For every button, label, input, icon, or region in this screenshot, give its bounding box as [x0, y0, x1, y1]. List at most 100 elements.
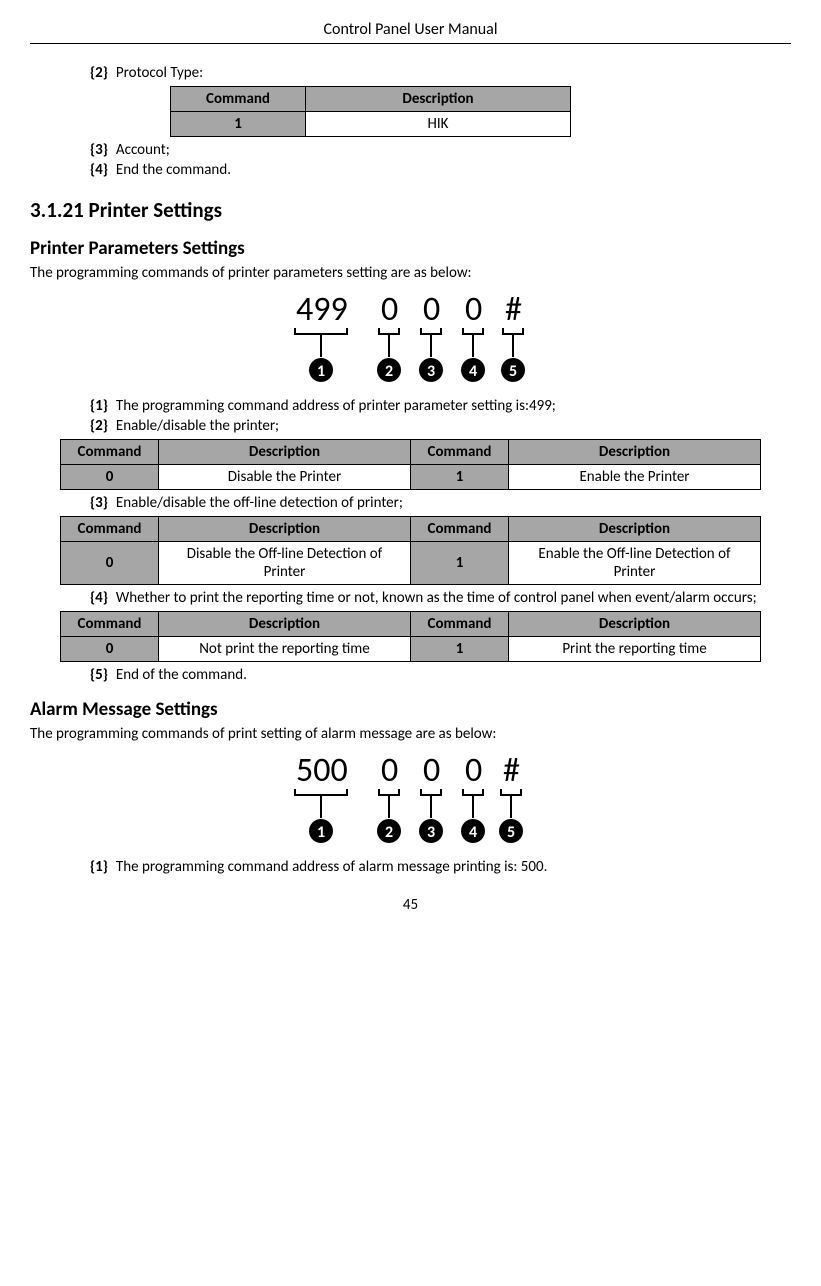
table-cell: Not print the reporting time [159, 637, 411, 662]
diagram-marker: 2 [384, 362, 392, 381]
diagram-segment: # [503, 753, 520, 791]
param-number: {2} [90, 64, 108, 82]
param-item: {1} The programming command address of a… [90, 858, 791, 876]
table-cell: HIK [306, 112, 571, 137]
page-container: Control Panel User Manual {2} Protocol T… [0, 0, 821, 934]
after-protocol-items: {3} Account; {4} End the command. [90, 141, 791, 179]
param-text: Protocol Type: [116, 64, 791, 82]
table-row: 1 HIK [171, 112, 571, 137]
param-text: The programming command address of alarm… [116, 858, 791, 876]
table-cell: 0 [61, 637, 159, 662]
diagram-segment: 500 [296, 753, 348, 791]
diagram-segment: 0 [423, 753, 440, 791]
param-number: {3} [90, 141, 108, 159]
diagram-marker: 5 [508, 362, 516, 381]
table-header: Description [306, 87, 571, 112]
param-number: {4} [90, 161, 108, 179]
table-cell: 0 [61, 542, 159, 585]
section-heading: 3.1.21 Printer Settings [30, 197, 791, 223]
diagram-segment: # [505, 292, 522, 330]
table-cell: Enable the Printer [509, 465, 761, 490]
table-header: Command [61, 440, 159, 465]
param-item: {2} Enable/disable the printer; [90, 417, 791, 435]
printer-items-1-2: {1} The programming command address of p… [90, 397, 791, 435]
param-item: {5} End of the command. [90, 666, 791, 684]
param-number: {5} [90, 666, 108, 684]
table-header: Description [159, 517, 411, 542]
intro-text: The programming commands of printer para… [30, 264, 791, 282]
table-header: Description [159, 440, 411, 465]
param-text: Account; [116, 141, 791, 159]
page-number: 45 [30, 896, 791, 914]
diagram-marker: 5 [506, 823, 514, 842]
param-number: {4} [90, 589, 108, 607]
table-cell: Print the reporting time [509, 637, 761, 662]
table-cell: Enable the Off-line Detection of Printer [509, 542, 761, 585]
param-number: {2} [90, 417, 108, 435]
intro-text: The programming commands of print settin… [30, 725, 791, 743]
subsection-heading: Printer Parameters Settings [30, 237, 791, 260]
param-text: End of the command. [116, 666, 791, 684]
reporting-time-table: Command Description Command Description … [60, 611, 761, 662]
table-header: Command [411, 612, 509, 637]
param-text: Whether to print the reporting time or n… [116, 589, 791, 607]
table-header: Command [411, 440, 509, 465]
param-item: {3} Account; [90, 141, 791, 159]
table-header: Command [411, 517, 509, 542]
table-cell: Disable the Printer [159, 465, 411, 490]
diagram-marker: 4 [468, 823, 476, 842]
param-item: {1} The programming command address of p… [90, 397, 791, 415]
command-diagram-499: 499 0 0 0 # 1 2 3 4 [30, 292, 791, 387]
table-cell: 1 [411, 542, 509, 585]
diagram-segment: 0 [381, 292, 398, 330]
param-text: Enable/disable the off-line detection of… [116, 494, 791, 512]
diagram-segment: 0 [465, 753, 482, 791]
table-row: 0 Not print the reporting time 1 Print t… [61, 637, 761, 662]
table-header: Command [61, 517, 159, 542]
table-header: Description [159, 612, 411, 637]
printer-item-4: {4} Whether to print the reporting time … [90, 589, 791, 607]
param-item: {3} Enable/disable the off-line detectio… [90, 494, 791, 512]
enable-disable-printer-table: Command Description Command Description … [60, 439, 761, 490]
table-cell: 0 [61, 465, 159, 490]
diagram-marker: 4 [468, 362, 476, 381]
table-header: Command [61, 612, 159, 637]
param-number: {1} [90, 397, 108, 415]
diagram-segment: 0 [381, 753, 398, 791]
param-text: End the command. [116, 161, 791, 179]
param-item: {4} End the command. [90, 161, 791, 179]
alarm-item-1: {1} The programming command address of a… [90, 858, 791, 876]
diagram-marker: 2 [384, 823, 392, 842]
subsection-heading: Alarm Message Settings [30, 698, 791, 721]
diagram-svg: 500 0 0 0 # 1 2 3 4 5 [271, 753, 551, 848]
table-row: 0 Disable the Off-line Detection of Prin… [61, 542, 761, 585]
param-text: The programming command address of print… [116, 397, 791, 415]
diagram-marker: 3 [426, 362, 434, 381]
diagram-marker: 1 [316, 823, 324, 842]
table-header: Command [171, 87, 306, 112]
table-cell: 1 [411, 465, 509, 490]
param-number: {3} [90, 494, 108, 512]
offline-detection-table: Command Description Command Description … [60, 516, 761, 585]
protocol-type-block: {2} Protocol Type: [90, 64, 791, 82]
diagram-segment: 0 [465, 292, 482, 330]
table-header: Description [509, 440, 761, 465]
diagram-segment: 499 [296, 292, 348, 330]
printer-item-5: {5} End of the command. [90, 666, 791, 684]
protocol-type-table: Command Description 1 HIK [170, 86, 571, 137]
command-diagram-500: 500 0 0 0 # 1 2 3 4 5 [30, 753, 791, 848]
table-cell: 1 [171, 112, 306, 137]
table-row: 0 Disable the Printer 1 Enable the Print… [61, 465, 761, 490]
table-header: Description [509, 612, 761, 637]
diagram-segment: 0 [423, 292, 440, 330]
diagram-svg: 499 0 0 0 # 1 2 3 4 [271, 292, 551, 387]
table-cell: Disable the Off-line Detection of Printe… [159, 542, 411, 585]
document-header: Control Panel User Manual [30, 20, 791, 44]
diagram-marker: 3 [426, 823, 434, 842]
param-text: Enable/disable the printer; [116, 417, 791, 435]
param-item: {2} Protocol Type: [90, 64, 791, 82]
param-item: {4} Whether to print the reporting time … [90, 589, 791, 607]
diagram-marker: 1 [316, 362, 324, 381]
printer-item-3: {3} Enable/disable the off-line detectio… [90, 494, 791, 512]
table-cell: 1 [411, 637, 509, 662]
